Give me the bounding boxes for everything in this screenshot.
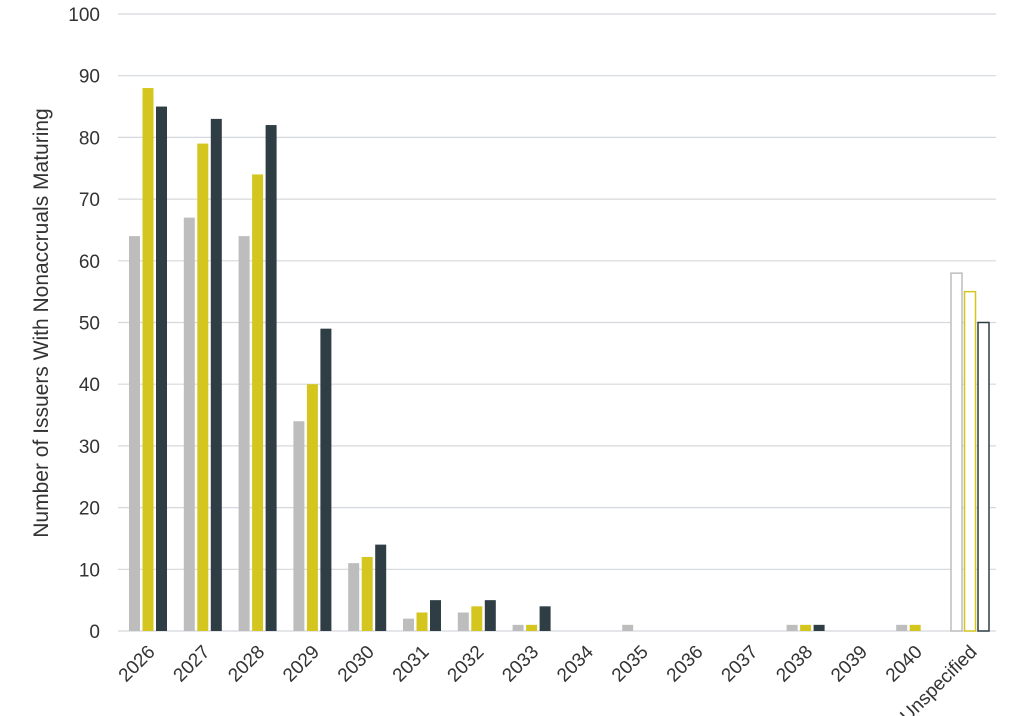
bar bbox=[129, 236, 140, 631]
x-axis-ticks: 2026 2027 2028 2029 2030 2031 2032 2033 2034 2035… bbox=[115, 641, 982, 716]
bar bbox=[403, 618, 414, 631]
bar bbox=[896, 624, 908, 631]
y-axis-ticks: 0 10 20 30 40 50 60 70 80 90 100 bbox=[68, 5, 100, 643]
bar bbox=[622, 624, 634, 631]
x-tick-label: 2029 bbox=[279, 642, 324, 687]
bar bbox=[320, 328, 332, 631]
bar bbox=[416, 612, 428, 631]
bar bbox=[512, 624, 524, 631]
x-tick-label: 2038 bbox=[772, 642, 817, 687]
bar bbox=[375, 544, 387, 631]
bar bbox=[306, 384, 318, 631]
gridlines bbox=[118, 13, 996, 632]
bar bbox=[361, 556, 373, 631]
x-tick-label: 2026 bbox=[115, 642, 160, 687]
bars bbox=[129, 88, 990, 632]
bar bbox=[977, 321, 990, 632]
x-tick-label: 2035 bbox=[608, 642, 653, 687]
bar bbox=[293, 421, 305, 631]
bar bbox=[484, 600, 496, 631]
bar bbox=[183, 217, 195, 632]
bar bbox=[800, 624, 812, 631]
x-tick-label: 2039 bbox=[827, 642, 872, 687]
bar bbox=[142, 88, 154, 632]
y-tick-label: 60 bbox=[79, 252, 100, 273]
x-tick-label: 2036 bbox=[663, 642, 708, 687]
bar bbox=[265, 125, 277, 631]
y-tick-label: 100 bbox=[68, 5, 100, 26]
x-tick-label: 2030 bbox=[334, 642, 379, 687]
bar bbox=[786, 624, 798, 631]
bar bbox=[252, 174, 264, 632]
y-tick-label: 70 bbox=[79, 190, 100, 211]
bar bbox=[156, 106, 167, 632]
bar bbox=[909, 624, 921, 631]
y-tick-label: 50 bbox=[79, 314, 100, 335]
bar bbox=[471, 606, 483, 631]
bar bbox=[348, 563, 360, 631]
bar bbox=[950, 272, 963, 632]
x-tick-label: 2027 bbox=[170, 642, 215, 687]
y-tick-label: 10 bbox=[79, 560, 100, 581]
bar bbox=[813, 624, 825, 631]
bar bbox=[430, 600, 441, 631]
bar bbox=[963, 290, 977, 632]
x-tick-label: 2034 bbox=[553, 641, 598, 686]
y-tick-label: 0 bbox=[89, 622, 100, 643]
x-tick-label: 2032 bbox=[444, 642, 489, 687]
bar bbox=[539, 606, 551, 631]
bar bbox=[526, 624, 538, 631]
x-tick-label: 2037 bbox=[718, 642, 763, 687]
x-tick-label: 2031 bbox=[389, 642, 434, 687]
x-tick-label: 2028 bbox=[224, 642, 269, 687]
y-tick-label: 80 bbox=[79, 128, 100, 149]
y-axis-label: Number of Issuers With Nonaccruals Matur… bbox=[30, 108, 53, 538]
bar bbox=[238, 236, 250, 631]
x-tick-label: 2040 bbox=[882, 642, 927, 687]
y-tick-label: 40 bbox=[79, 375, 100, 396]
bar bbox=[197, 143, 209, 631]
y-tick-label: 30 bbox=[79, 437, 100, 458]
x-tick-label: 2033 bbox=[498, 642, 543, 687]
y-tick-label: 90 bbox=[79, 67, 100, 88]
bar bbox=[210, 118, 222, 631]
bar bbox=[457, 612, 469, 631]
y-tick-label: 20 bbox=[79, 499, 100, 520]
